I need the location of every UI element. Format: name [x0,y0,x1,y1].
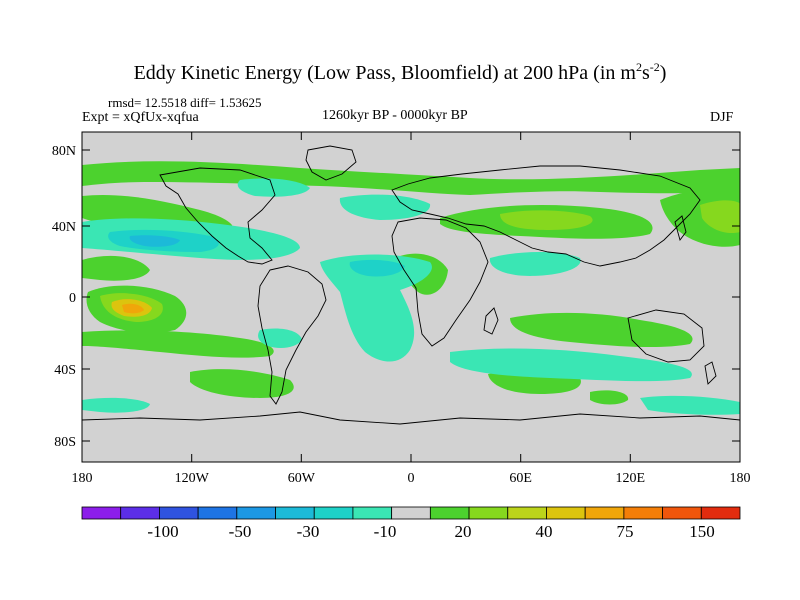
colorbar: -100 -50 -30 -10 20 40 75 150 [81,506,741,541]
colorbar-swatch [81,506,122,520]
lat-label: 80S [54,435,76,450]
map-plot [82,132,740,462]
lon-label: 180 [730,471,751,486]
lat-label: 80N [52,144,76,159]
colorbar-swatch [429,506,470,520]
positive-anomaly-field [82,161,740,405]
colorbar-label: -10 [374,522,397,541]
lon-label: 0 [408,471,415,486]
chart-title: Eddy Kinetic Energy (Low Pass, Bloomfiel… [133,60,667,84]
colorbar-swatch [159,506,199,520]
colorbar-swatch [352,506,393,520]
colorbar-swatch [468,506,509,520]
colorbar-swatch [700,506,741,520]
latitude-axis: 80N 40N 0 40S 80S [52,144,740,450]
season-label: DJF [710,110,734,125]
colorbar-swatch [662,506,702,520]
colorbar-swatch [507,506,547,520]
period-label: 1260kyr BP - 0000kyr BP [322,108,468,123]
coastlines [82,145,740,425]
colorbar-swatch [120,506,160,520]
lat-label: 40S [54,363,76,378]
colorbar-swatch [236,506,276,520]
colorbar-label: 150 [689,522,715,541]
colorbar-swatch [623,506,663,520]
stats-text: rmsd= 12.5518 diff= 1.53625 [108,95,262,110]
colorbar-swatch [313,506,354,520]
colorbar-label: 20 [455,522,472,541]
lon-label: 180 [72,471,93,486]
colorbar-label: 75 [617,522,634,541]
lon-label: 120E [616,471,646,486]
experiment-label: Expt = xQfUx-xqfua [82,110,199,125]
colorbar-label: -30 [297,522,320,541]
negative-anomaly-field [82,178,740,415]
colorbar-swatch [197,506,238,520]
lat-label: 40N [52,220,76,235]
lon-label: 120W [175,471,210,486]
longitude-axis: 180 120W 60W 0 60E 120E 180 [72,132,751,486]
colorbar-swatch [391,506,431,520]
colorbar-label: 40 [536,522,553,541]
colorbar-swatch [275,506,315,520]
colorbar-label: -100 [147,522,178,541]
lon-label: 60E [509,471,532,486]
lat-label: 0 [69,291,76,306]
colorbar-swatch [546,506,586,520]
lon-label: 60W [288,471,316,486]
colorbar-swatch [584,506,625,520]
colorbar-label: -50 [229,522,252,541]
